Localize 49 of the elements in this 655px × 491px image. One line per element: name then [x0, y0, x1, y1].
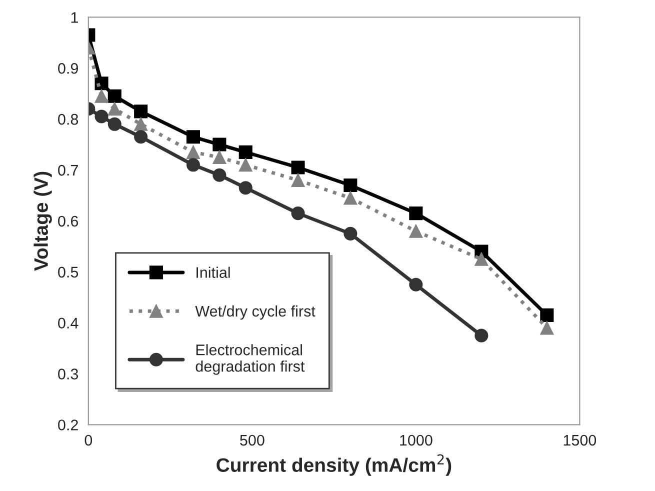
legend-label: Electrochemical degradation first — [196, 344, 305, 375]
point — [409, 206, 423, 220]
point — [94, 76, 108, 90]
legend-label: Wet/dry cycle first — [195, 305, 316, 320]
point — [409, 278, 423, 292]
y-tick-label: 0.2 — [58, 420, 78, 430]
point — [291, 160, 305, 174]
y-tick-label: 0.3 — [58, 368, 78, 380]
point — [94, 89, 108, 103]
point — [540, 308, 554, 322]
y-tick-label: 0.7 — [58, 164, 78, 176]
point — [212, 150, 226, 164]
point — [474, 328, 488, 342]
y-tick-label: 1 — [71, 12, 78, 23]
point — [291, 206, 305, 220]
point — [94, 110, 108, 124]
point — [238, 158, 252, 172]
x-tick-label: 500 — [240, 434, 264, 446]
y-tick-label: 0.4 — [58, 318, 78, 329]
point — [212, 138, 226, 152]
legend-label: Initial — [196, 266, 230, 278]
point — [134, 117, 148, 131]
point — [540, 321, 554, 335]
point — [186, 145, 200, 159]
x-tick-label: 0 — [84, 434, 92, 446]
point — [344, 191, 358, 205]
point — [134, 104, 148, 118]
x-tick-label: 1000 — [400, 434, 432, 446]
x-axis-title: Current density (mA/cm$^{2}$) — [216, 454, 452, 476]
x-tick-label: 1500 — [564, 434, 596, 446]
point — [186, 158, 200, 172]
point — [212, 168, 226, 182]
point — [291, 173, 305, 187]
y-tick-label: 0.5 — [58, 266, 78, 278]
y-tick-label: 0.6 — [58, 216, 78, 227]
point — [238, 181, 252, 195]
point — [344, 226, 358, 240]
point — [344, 178, 358, 192]
point — [474, 252, 488, 266]
point — [108, 89, 122, 103]
y-axis-title: Voltage (V) — [34, 172, 52, 271]
point — [108, 117, 122, 131]
y-tick-label: 0.9 — [58, 62, 78, 74]
point — [238, 145, 252, 159]
point — [108, 102, 122, 116]
point — [134, 130, 148, 144]
y-tick-label: 0.8 — [58, 114, 78, 125]
point — [409, 224, 423, 238]
point — [186, 130, 200, 144]
